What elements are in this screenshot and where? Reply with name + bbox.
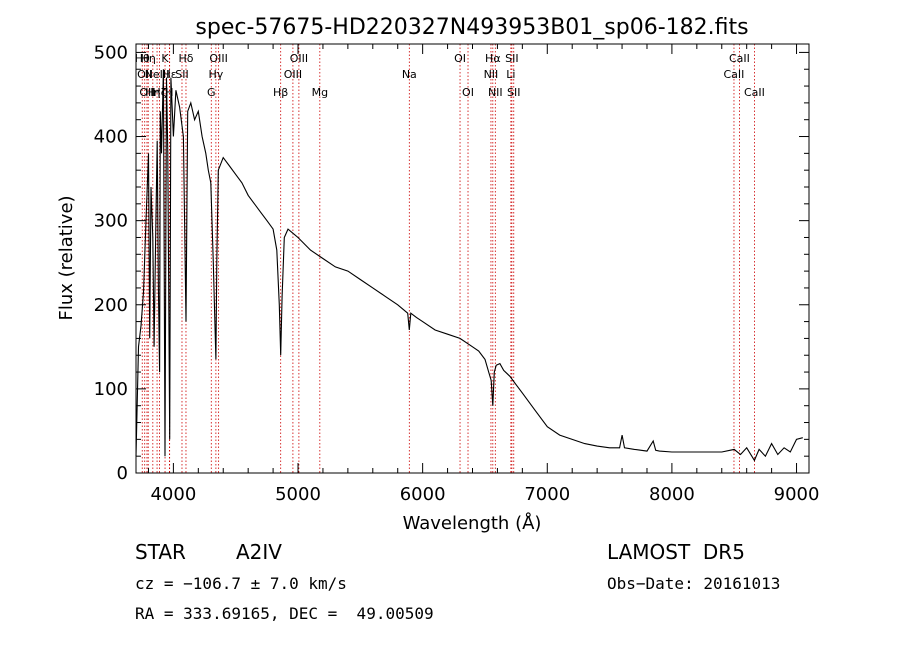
marker-label: OI bbox=[454, 52, 466, 65]
chart-title: spec-57675-HD220327N493953B01_sp06-182.f… bbox=[195, 15, 748, 40]
x-axis: 4000 5000 6000 7000 8000 9000 bbox=[147, 44, 820, 505]
x-axis-label: Wavelength (Å) bbox=[403, 512, 542, 534]
y-tick-label: 300 bbox=[94, 211, 128, 232]
marker-label: OII bbox=[139, 86, 154, 99]
redshift-velocity: cz = −106.7 ± 7.0 km/s bbox=[135, 574, 347, 593]
observation-date: Obs−Date: 20161013 bbox=[607, 574, 781, 593]
marker-label: Mg bbox=[312, 86, 328, 99]
spectral-subclass: A2IV bbox=[236, 540, 282, 564]
marker-label: SII bbox=[507, 86, 520, 99]
marker-label: Li bbox=[506, 68, 515, 81]
marker-label: Hη bbox=[145, 86, 160, 99]
y-tick-label: 500 bbox=[94, 42, 128, 63]
marker-label: CaII bbox=[744, 86, 765, 99]
x-tick-label: 5000 bbox=[275, 484, 321, 505]
line-markers bbox=[141, 44, 755, 473]
survey-name: LAMOST DR5 bbox=[607, 540, 745, 564]
line-marker-labels: HθOIIOIIHηHηNeIIIHζKHHεHδSIIGHγOIIIHβOII… bbox=[135, 52, 765, 99]
plot-frame bbox=[135, 43, 810, 474]
marker-label: Hθ bbox=[135, 52, 150, 65]
marker-label: OII bbox=[137, 68, 152, 81]
marker-label: SII bbox=[505, 52, 518, 65]
x-tick-label: 6000 bbox=[400, 484, 446, 505]
marker-label: OIII bbox=[209, 52, 227, 65]
marker-label: Hβ bbox=[273, 86, 288, 99]
marker-label: G bbox=[207, 86, 216, 99]
marker-label: Hδ bbox=[178, 52, 193, 65]
marker-label: H bbox=[165, 86, 173, 99]
y-axis-label: Flux (relative) bbox=[56, 195, 77, 320]
x-tick-label: 7000 bbox=[524, 484, 570, 505]
marker-label: OIII bbox=[290, 52, 308, 65]
object-class: STAR bbox=[135, 540, 186, 564]
marker-label: CaII bbox=[729, 52, 750, 65]
y-tick-label: 100 bbox=[94, 379, 128, 400]
y-tick-label: 0 bbox=[117, 463, 128, 484]
marker-label: Hη bbox=[141, 52, 156, 65]
spectrum-line bbox=[135, 69, 803, 462]
marker-label: CaII bbox=[724, 68, 745, 81]
marker-label: OIII bbox=[284, 68, 302, 81]
x-tick-label: 8000 bbox=[649, 484, 695, 505]
coordinates: RA = 333.69165, DEC = 49.00509 bbox=[135, 604, 434, 623]
marker-label: SII bbox=[175, 68, 188, 81]
marker-label: OI bbox=[462, 86, 474, 99]
marker-label: K bbox=[161, 52, 169, 65]
marker-label: Hγ bbox=[208, 68, 223, 81]
y-tick-label: 200 bbox=[94, 295, 128, 316]
marker-label: Hα bbox=[485, 52, 501, 65]
x-tick-label: 9000 bbox=[774, 484, 820, 505]
marker-label: NII bbox=[488, 86, 503, 99]
marker-label: NII bbox=[484, 68, 499, 81]
y-tick-label: 400 bbox=[94, 127, 128, 148]
marker-label: Na bbox=[402, 68, 417, 81]
y-axis: 0 100 200 300 400 500 bbox=[94, 42, 809, 484]
x-tick-label: 4000 bbox=[150, 484, 196, 505]
